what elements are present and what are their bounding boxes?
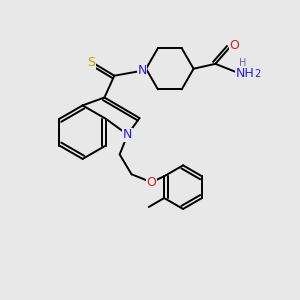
Text: O: O xyxy=(146,176,156,189)
Text: S: S xyxy=(88,56,95,69)
Text: 2: 2 xyxy=(254,69,260,79)
Text: O: O xyxy=(229,40,239,52)
Text: H: H xyxy=(239,58,247,68)
Text: NH: NH xyxy=(236,67,254,80)
Text: N: N xyxy=(123,128,132,141)
Text: N: N xyxy=(137,64,147,77)
